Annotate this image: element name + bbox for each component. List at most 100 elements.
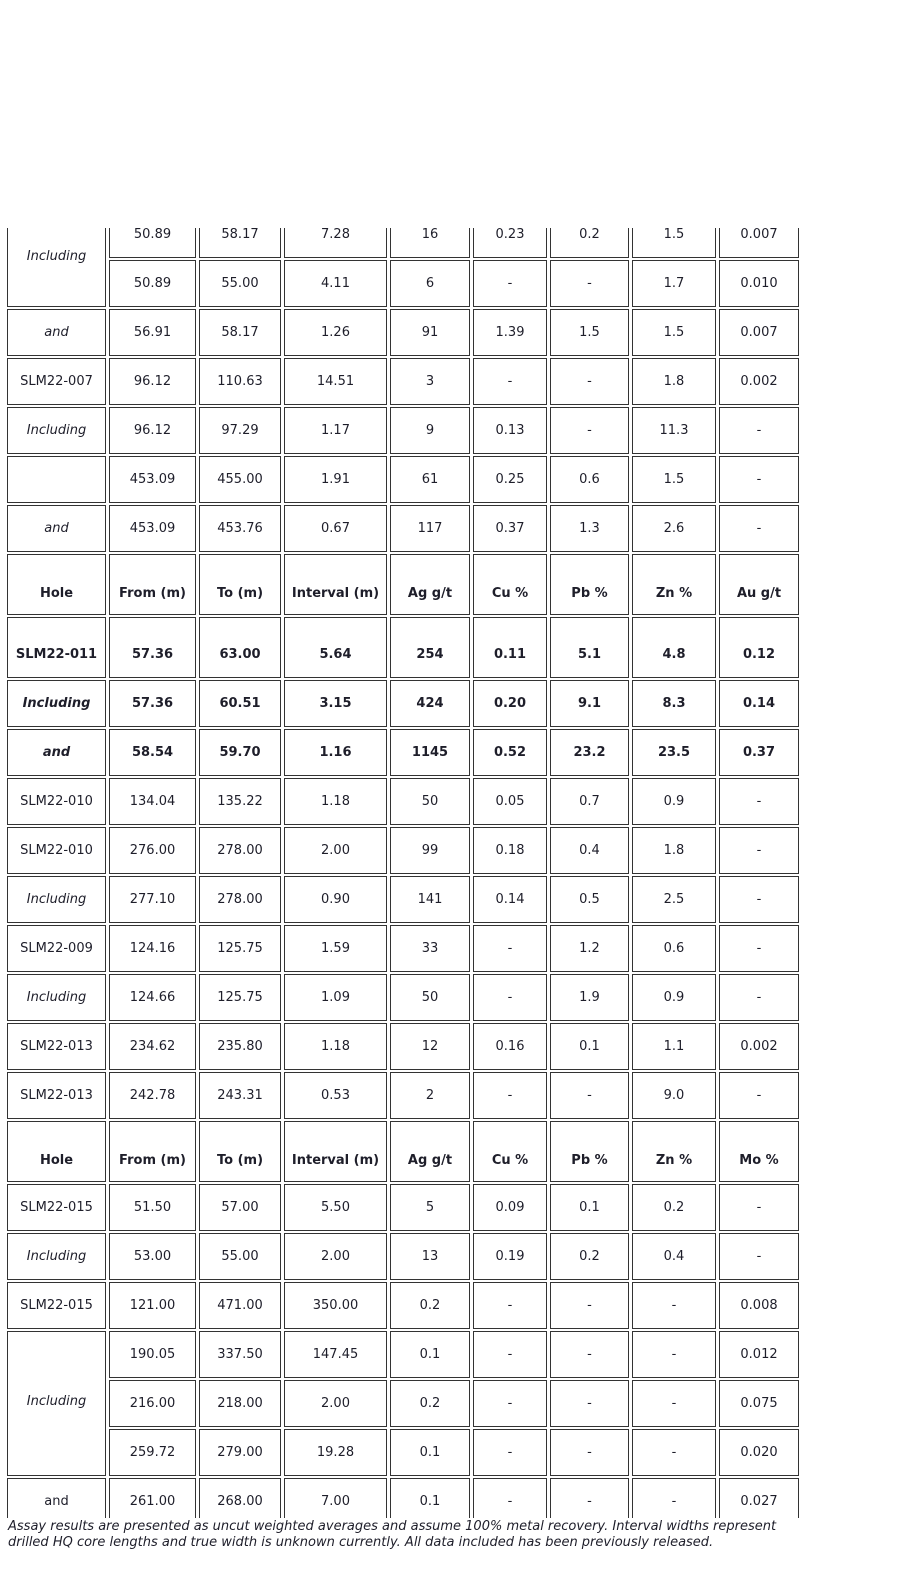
assay-table-viewport: Including 50.89 58.17 7.28 16 0.23 0.2 1.5 0.007… — [5, 228, 805, 1518]
table-row: 453.09 455.00 1.91 61 0.25 0.6 1.5- — [7, 456, 799, 503]
value-cell: 56.91 — [109, 309, 196, 356]
column-header: Cu % — [473, 1121, 547, 1182]
value-cell: 1.16 — [284, 729, 387, 776]
value-cell: 1.1 — [632, 1023, 716, 1070]
table-row: Including 57.36 60.51 3.15 424 0.20 9.1 8.3 0.14 — [7, 680, 799, 727]
value-cell: 58.17 — [199, 228, 281, 258]
table-row: SLM22-010 276.00 278.00 2.00 99 0.18 0.4 1.8- — [7, 827, 799, 874]
value-cell: 50 — [390, 778, 470, 825]
value-cell: 0.14 — [473, 876, 547, 923]
value-cell: 0.9 — [632, 974, 716, 1021]
hole-cell: Including — [7, 1233, 106, 1280]
hole-cell: SLM22-011 — [7, 617, 106, 678]
value-cell: 33 — [390, 925, 470, 972]
hole-cell — [7, 456, 106, 503]
value-cell: 23.2 — [550, 729, 629, 776]
value-cell: 0.1 — [390, 1429, 470, 1476]
value-cell: 91 — [390, 309, 470, 356]
value-cell: 235.80 — [199, 1023, 281, 1070]
value-cell: - — [473, 1282, 547, 1329]
value-cell: 3 — [390, 358, 470, 405]
value-cell: 19.28 — [284, 1429, 387, 1476]
value-cell: - — [473, 1380, 547, 1427]
value-cell: 7.28 — [284, 228, 387, 258]
table-row: and 58.54 59.70 1.16 1145 0.52 23.2 23.5 0.37 — [7, 729, 799, 776]
value-cell: 0.16 — [473, 1023, 547, 1070]
value-cell: 1.2 — [550, 925, 629, 972]
value-cell: - — [550, 358, 629, 405]
table-row: 216.00 218.00 2.00 0.2- - -0.075 — [7, 1380, 799, 1427]
hole-cell: SLM22-010 — [7, 827, 106, 874]
value-cell: 0.2 — [390, 1282, 470, 1329]
table-row: 259.72 279.00 19.28 0.1- - -0.020 — [7, 1429, 799, 1476]
value-cell: 9.1 — [550, 680, 629, 727]
value-cell: 50.89 — [109, 260, 196, 307]
value-cell: 0.37 — [719, 729, 799, 776]
value-cell: - — [550, 1429, 629, 1476]
value-cell: 0.2 — [550, 1233, 629, 1280]
value-cell: 125.75 — [199, 974, 281, 1021]
value-cell: 0.7 — [550, 778, 629, 825]
table-row: Including 277.10 278.00 0.90 141 0.14 0.5 2.5- — [7, 876, 799, 923]
value-cell: 8.3 — [632, 680, 716, 727]
value-cell: - — [550, 260, 629, 307]
value-cell: 0.027 — [719, 1478, 799, 1518]
value-cell: - — [550, 1478, 629, 1518]
value-cell: 117 — [390, 505, 470, 552]
value-cell: 0.002 — [719, 358, 799, 405]
value-cell: 1.8 — [632, 358, 716, 405]
value-cell: - — [473, 1072, 547, 1119]
value-cell: - — [632, 1282, 716, 1329]
hole-cell: SLM22-015 — [7, 1282, 106, 1329]
column-header: Hole — [7, 1121, 106, 1182]
value-cell: - — [550, 1072, 629, 1119]
table-row: Including 96.12 97.29 1.17 9 0.13-11.3- — [7, 407, 799, 454]
value-cell: - — [719, 407, 799, 454]
value-cell: 276.00 — [109, 827, 196, 874]
value-cell: 1145 — [390, 729, 470, 776]
value-cell: 9.0 — [632, 1072, 716, 1119]
value-cell: 55.00 — [199, 1233, 281, 1280]
value-cell: 0.002 — [719, 1023, 799, 1070]
column-header: Pb % — [550, 1121, 629, 1182]
value-cell: 0.05 — [473, 778, 547, 825]
value-cell: 2.00 — [284, 1233, 387, 1280]
value-cell: 0.075 — [719, 1380, 799, 1427]
value-cell: 0.4 — [632, 1233, 716, 1280]
value-cell: - — [550, 1331, 629, 1378]
value-cell: 60.51 — [199, 680, 281, 727]
value-cell: 1.26 — [284, 309, 387, 356]
value-cell: 99 — [390, 827, 470, 874]
value-cell: 11.3 — [632, 407, 716, 454]
value-cell: 1.8 — [632, 827, 716, 874]
value-cell: 259.72 — [109, 1429, 196, 1476]
value-cell: 0.09 — [473, 1184, 547, 1231]
value-cell: 2.6 — [632, 505, 716, 552]
value-cell: 124.66 — [109, 974, 196, 1021]
value-cell: 0.18 — [473, 827, 547, 874]
value-cell: 96.12 — [109, 407, 196, 454]
value-cell: 278.00 — [199, 876, 281, 923]
column-header: Zn % — [632, 1121, 716, 1182]
value-cell: 0.6 — [632, 925, 716, 972]
value-cell: 2.5 — [632, 876, 716, 923]
value-cell: 58.54 — [109, 729, 196, 776]
header-row: Hole From (m) To (m) Interval (m) Ag g/t Cu %… — [7, 554, 799, 615]
table-row: and 261.00 268.00 7.00 0.1- - -0.027 — [7, 1478, 799, 1518]
column-header: Au g/t — [719, 554, 799, 615]
table-row: SLM22-010 134.04 135.22 1.18 50 0.05 0.7 0.9- — [7, 778, 799, 825]
value-cell: 110.63 — [199, 358, 281, 405]
value-cell: 5 — [390, 1184, 470, 1231]
value-cell: 1.9 — [550, 974, 629, 1021]
value-cell: 135.22 — [199, 778, 281, 825]
value-cell: 134.04 — [109, 778, 196, 825]
value-cell: 1.18 — [284, 1023, 387, 1070]
value-cell: - — [473, 974, 547, 1021]
value-cell: - — [550, 1282, 629, 1329]
column-header: To (m) — [199, 1121, 281, 1182]
value-cell: 0.020 — [719, 1429, 799, 1476]
value-cell: 0.12 — [719, 617, 799, 678]
value-cell: 1.18 — [284, 778, 387, 825]
value-cell: - — [719, 456, 799, 503]
column-header: Mo % — [719, 1121, 799, 1182]
